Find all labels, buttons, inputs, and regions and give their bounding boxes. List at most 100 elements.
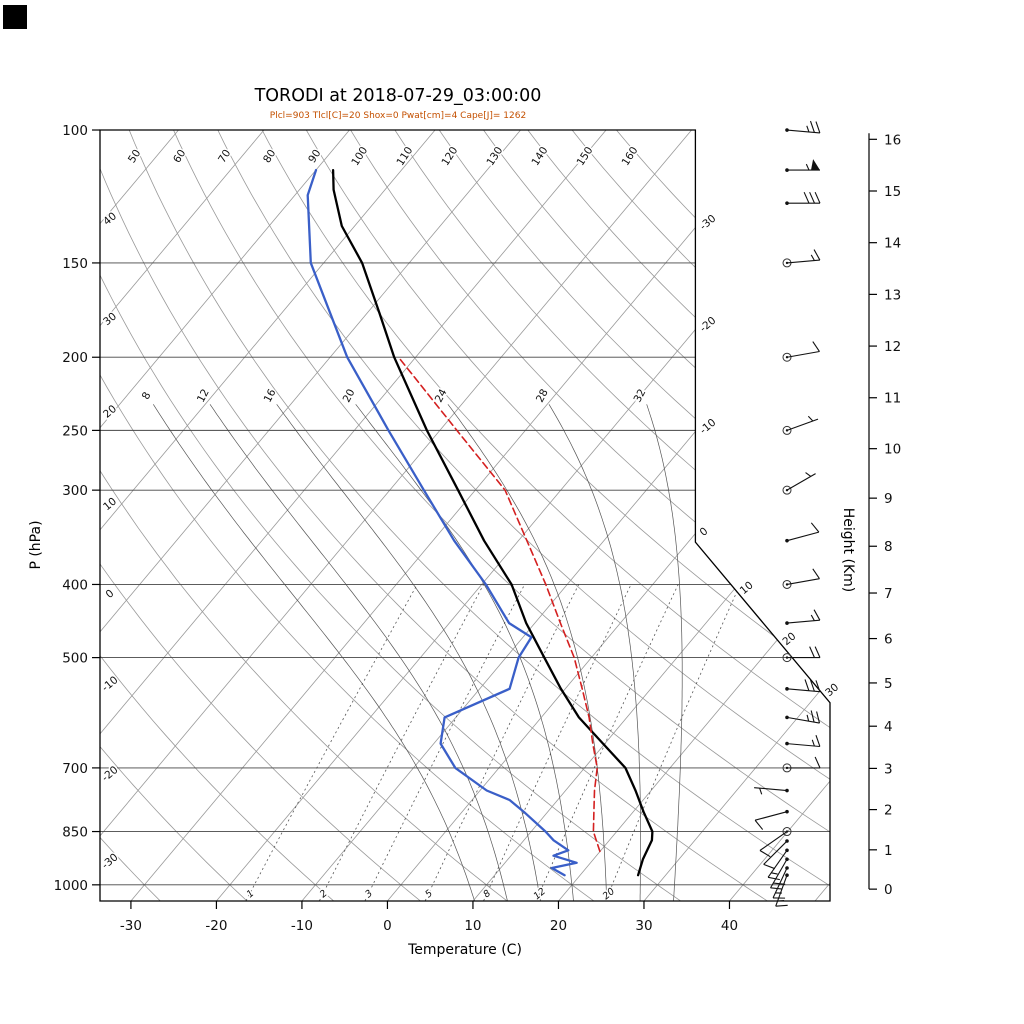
wind-station-circle	[782, 425, 792, 435]
svg-text:14: 14	[884, 236, 901, 252]
moist-adiabat-lines	[153, 404, 683, 901]
svg-text:28: 28	[534, 387, 551, 404]
svg-text:12: 12	[532, 886, 548, 902]
svg-text:13: 13	[884, 287, 901, 303]
svg-text:7: 7	[884, 586, 893, 602]
corner-artifact	[3, 5, 27, 29]
pressure-axis-label: P (hPa)	[28, 520, 44, 570]
svg-text:-30: -30	[120, 918, 142, 934]
mixing-ratio-labels: 1 2 3 5 8 12 20	[243, 884, 618, 903]
svg-text:40: 40	[721, 918, 738, 934]
isotherm-labels: -30 -20 -10 0 10 20 30	[698, 213, 842, 700]
svg-text:0: 0	[383, 918, 392, 934]
svg-text:-20: -20	[205, 918, 227, 934]
svg-text:60: 60	[171, 147, 188, 165]
svg-text:150: 150	[575, 145, 596, 168]
svg-text:-20: -20	[698, 315, 719, 335]
svg-text:-30: -30	[698, 213, 719, 233]
svg-text:1000: 1000	[54, 878, 88, 894]
svg-text:700: 700	[62, 761, 88, 777]
parcel-curve	[397, 356, 601, 853]
temperature-axis: -30 -20 -10 0 10 20 30 40	[120, 901, 738, 934]
svg-text:10: 10	[738, 579, 756, 597]
wind-station-circle	[782, 827, 792, 837]
svg-text:500: 500	[62, 651, 88, 667]
svg-text:1: 1	[245, 888, 257, 900]
wind-barbs	[754, 120, 821, 907]
svg-text:50: 50	[126, 147, 143, 165]
svg-text:10: 10	[884, 442, 901, 458]
svg-text:850: 850	[62, 825, 88, 841]
svg-text:40: 40	[101, 210, 119, 228]
svg-text:6: 6	[884, 632, 893, 648]
isotherm-lines	[100, 130, 830, 901]
sounding-series	[306, 168, 654, 877]
svg-text:90: 90	[306, 147, 323, 165]
temperature-axis-label: Temperature (C)	[408, 942, 522, 958]
mixing-ratio-lines	[245, 584, 741, 901]
svg-text:-10: -10	[698, 417, 719, 437]
svg-text:140: 140	[530, 145, 551, 168]
dewpoint-curve	[306, 168, 578, 877]
svg-text:5: 5	[423, 888, 435, 900]
temperature-curve	[331, 168, 654, 877]
svg-text:100: 100	[62, 123, 88, 139]
svg-text:30: 30	[635, 918, 652, 934]
svg-text:2: 2	[884, 803, 893, 819]
svg-text:0: 0	[698, 525, 711, 538]
svg-text:0: 0	[104, 587, 117, 600]
svg-text:30: 30	[101, 310, 119, 328]
svg-text:16: 16	[262, 387, 279, 405]
svg-text:12: 12	[195, 387, 212, 404]
moist-adiabat-labels: 8 12 16 20 24 28 32	[138, 385, 650, 406]
svg-text:11: 11	[884, 391, 901, 407]
svg-text:-10: -10	[100, 674, 121, 694]
svg-text:-10: -10	[291, 918, 313, 934]
svg-text:250: 250	[62, 423, 88, 439]
wind-station-circle	[782, 579, 792, 589]
svg-text:30: 30	[823, 681, 841, 699]
svg-text:15: 15	[884, 184, 901, 200]
svg-text:20: 20	[550, 918, 567, 934]
svg-text:400: 400	[62, 577, 88, 593]
svg-text:200: 200	[62, 350, 88, 366]
svg-text:8: 8	[140, 390, 154, 402]
plot-border	[99, 129, 831, 902]
svg-text:-30: -30	[100, 851, 121, 871]
chart-title: TORODI at 2018-07-29_03:00:00	[254, 86, 542, 106]
svg-text:3: 3	[363, 888, 375, 900]
svg-text:70: 70	[216, 147, 233, 165]
svg-text:130: 130	[484, 145, 505, 168]
chart-subtitle: Plcl=903 Tlcl[C]=20 Shox=0 Pwat[cm]=4 Ca…	[269, 111, 527, 121]
svg-text:160: 160	[620, 145, 641, 168]
wind-station-circle	[782, 485, 792, 495]
svg-text:300: 300	[62, 483, 88, 499]
dry-adiabat-labels: 50 60 70 80 90 100 110 120 130 140 150 160403020100…	[98, 143, 642, 873]
svg-text:8: 8	[884, 539, 893, 555]
svg-text:80: 80	[261, 147, 278, 165]
wind-station-circle	[782, 352, 792, 362]
svg-text:3: 3	[884, 761, 893, 777]
svg-text:12: 12	[884, 339, 901, 355]
height-axis-label: Height (Km)	[840, 507, 856, 593]
svg-text:20: 20	[601, 886, 617, 902]
svg-text:1: 1	[884, 843, 893, 859]
svg-text:20: 20	[341, 387, 358, 404]
svg-text:0: 0	[884, 882, 893, 898]
svg-text:8: 8	[481, 888, 493, 900]
svg-text:2: 2	[318, 888, 330, 900]
dry-adiabat-lines	[100, 130, 830, 901]
svg-text:24: 24	[433, 387, 450, 405]
svg-text:32: 32	[632, 387, 649, 404]
svg-text:9: 9	[884, 491, 893, 507]
svg-text:5: 5	[884, 676, 893, 692]
svg-text:20: 20	[101, 403, 119, 421]
svg-text:4: 4	[884, 719, 893, 735]
svg-text:10: 10	[464, 918, 481, 934]
svg-text:16: 16	[884, 132, 901, 148]
svg-text:150: 150	[62, 256, 88, 272]
